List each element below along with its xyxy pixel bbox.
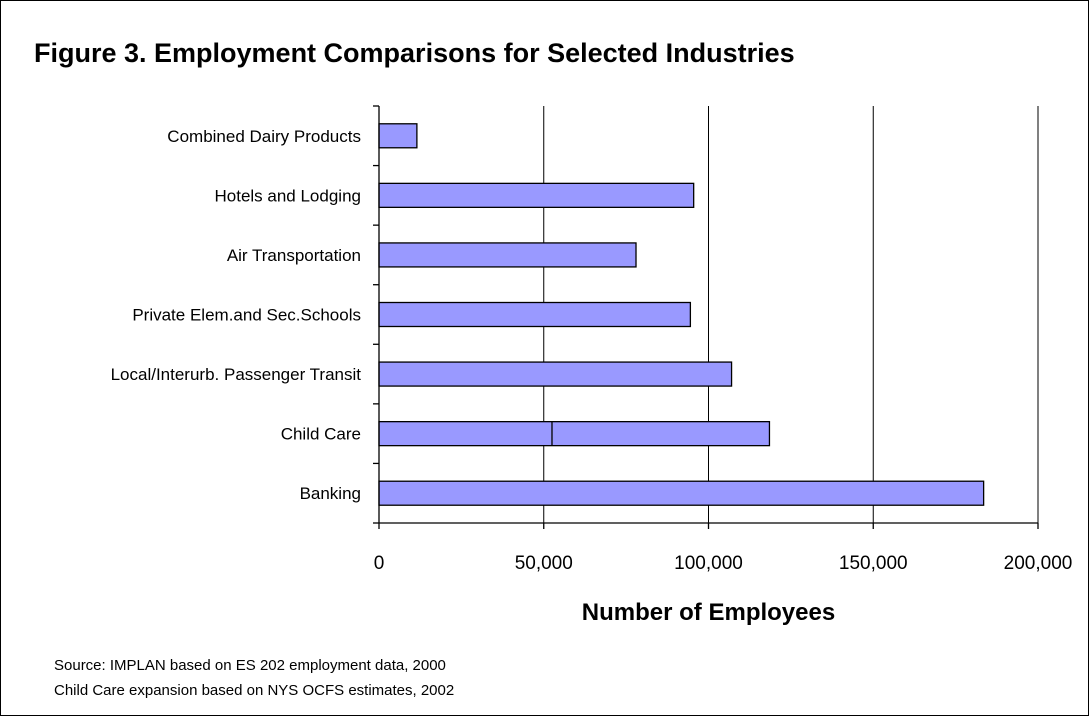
x-axis-title: Number of Employees: [582, 599, 835, 626]
category-label: Banking: [300, 484, 361, 503]
bar: [378, 301, 692, 328]
bar: [378, 182, 695, 209]
bar: [378, 123, 418, 149]
child-care-note: Child Care expansion based on NYS OCFS e…: [54, 682, 455, 699]
category-label: Hotels and Lodging: [214, 186, 361, 205]
category-label: Child Care: [281, 425, 361, 444]
source-note: Source: IMPLAN based on ES 202 employmen…: [54, 657, 446, 674]
category-label: Local/Interurb. Passenger Transit: [111, 365, 362, 384]
bar: [378, 361, 733, 387]
x-tick-label: 50,000: [515, 553, 573, 574]
category-label: Private Elem.and Sec.Schools: [132, 306, 361, 325]
category-label: Combined Dairy Products: [167, 127, 361, 146]
chart-title: Figure 3. Employment Comparisons for Sel…: [34, 38, 795, 68]
bar: [378, 420, 771, 447]
x-tick-label: 200,000: [1004, 553, 1073, 574]
x-tick-label: 150,000: [839, 553, 908, 574]
bar: [378, 480, 985, 506]
bar: [378, 242, 637, 268]
category-label: Air Transportation: [227, 246, 361, 265]
x-tick-label: 0: [374, 553, 385, 574]
x-tick-label: 100,000: [674, 553, 743, 574]
